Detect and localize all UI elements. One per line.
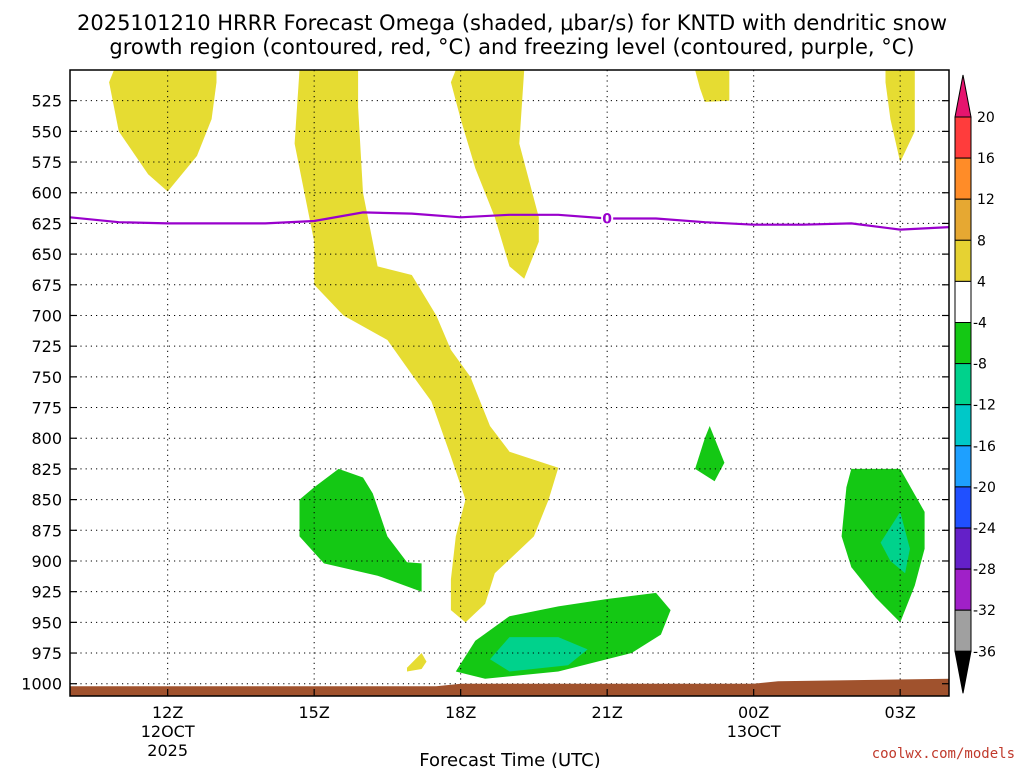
x-tick-date-00Z: 13OCT — [727, 722, 781, 741]
colorbar-swatch-3 — [954, 239, 972, 282]
colorbar-top-arrow — [954, 74, 972, 118]
colorbar-label-7: -12 — [973, 398, 996, 414]
y-tick-label-625: 625 — [31, 214, 62, 233]
y-tick-label-825: 825 — [31, 460, 62, 479]
colorbar-label-13: -36 — [973, 644, 996, 660]
omega-colorbar: 20 16 12 8 4 -4 -8 -12 -16 -20 -24 -28 -32 -36 — [954, 74, 996, 694]
x-tick-label-12Z: 12Z — [152, 703, 183, 722]
y-tick-label-675: 675 — [31, 276, 62, 295]
x-axis-label: Forecast Time (UTC) — [419, 750, 600, 768]
freezing-level-line — [69, 211, 950, 231]
y-axis-ticks: 525 550 575 600 625 650 675 700 725 750 775 800 825 8… — [21, 92, 949, 694]
colorbar-swatch-1 — [954, 157, 972, 200]
colorbar-label-12: -32 — [973, 603, 996, 619]
colorbar-label-11: -28 — [973, 562, 996, 578]
chart-title-line-1: 2025101210 HRRR Forecast Omega (shaded, … — [77, 11, 947, 35]
omega-region-rising-omega-center — [450, 70, 539, 279]
chart-title-line-2: growth region (contoured, red, °C) and f… — [109, 35, 914, 59]
omega-region-rising-omega-top-right — [695, 70, 730, 102]
colorbar-swatch-7 — [954, 404, 972, 447]
y-tick-label-925: 925 — [31, 583, 62, 602]
y-tick-label-850: 850 — [31, 491, 62, 510]
y-tick-label-1000: 1000 — [21, 675, 62, 694]
omega-region-rising-omega-far-right — [885, 70, 915, 163]
y-tick-label-600: 600 — [31, 184, 62, 203]
omega-region-rising-omega-main-band — [294, 70, 559, 623]
y-tick-label-650: 650 — [31, 245, 62, 264]
y-tick-label-750: 750 — [31, 368, 62, 387]
colorbar-swatch-9 — [954, 486, 972, 529]
omega-region-sinking-omega-bottom — [455, 592, 671, 679]
omega-shaded-regions — [109, 70, 925, 679]
colorbar-swatch-11 — [954, 568, 972, 611]
omega-region-sinking-omega-spike — [695, 426, 725, 482]
x-tick-label-18Z: 18Z — [445, 703, 476, 722]
omega-region-sinking-omega-bottom-core — [490, 637, 588, 672]
colorbar-label-9: -20 — [973, 480, 996, 496]
y-tick-label-900: 900 — [31, 552, 62, 571]
y-tick-label-550: 550 — [31, 122, 62, 141]
colorbar-swatch-0 — [954, 116, 972, 159]
freezing-level-label: 0 — [602, 212, 612, 228]
x-tick-label-15Z: 15Z — [299, 703, 330, 722]
y-tick-label-975: 975 — [31, 644, 62, 663]
colorbar-swatch-2 — [954, 198, 972, 241]
colorbar-label-5: -4 — [973, 316, 987, 332]
colorbar-bottom-arrow — [954, 650, 972, 694]
terrain — [70, 678, 949, 696]
y-tick-label-700: 700 — [31, 306, 62, 325]
colorbar-label-10: -24 — [973, 521, 996, 537]
credit-link[interactable]: coolwx.com/models — [872, 746, 1015, 762]
x-tick-label-00Z: 00Z — [738, 703, 769, 722]
y-tick-label-775: 775 — [31, 399, 62, 418]
freezing-level: 0 — [69, 210, 950, 231]
omega-region-rising-omega-small-blob — [407, 653, 427, 672]
y-tick-label-725: 725 — [31, 337, 62, 356]
colorbar-label-0: 20 — [977, 110, 995, 126]
omega-region-sinking-omega-right-core — [880, 511, 910, 574]
colorbar-swatch-12 — [954, 609, 972, 652]
x-tick-year-12Z: 2025 — [147, 741, 188, 760]
colorbar-swatch-6 — [954, 363, 972, 406]
y-tick-label-950: 950 — [31, 613, 62, 632]
colorbar-swatch-8 — [954, 445, 972, 488]
freezing-level-label-bg — [601, 210, 614, 226]
grid-lines — [70, 70, 949, 696]
colorbar-label-6: -8 — [973, 357, 987, 373]
x-tick-label-21Z: 21Z — [592, 703, 623, 722]
terrain-fill — [70, 678, 949, 696]
y-tick-label-875: 875 — [31, 521, 62, 540]
y-tick-label-575: 575 — [31, 153, 62, 172]
colorbar-label-4: 4 — [977, 274, 986, 290]
colorbar-swatch-4 — [954, 280, 972, 323]
y-tick-label-800: 800 — [31, 429, 62, 448]
colorbar-label-2: 12 — [977, 192, 995, 208]
colorbar-swatch-5 — [954, 322, 972, 365]
x-tick-date-12Z: 12OCT — [141, 722, 195, 741]
plot-frame — [69, 69, 950, 697]
colorbar-label-8: -16 — [973, 439, 996, 455]
colorbar-swatch-10 — [954, 527, 972, 570]
colorbar-label-1: 16 — [977, 151, 995, 167]
x-tick-label-03Z: 03Z — [885, 703, 916, 722]
omega-region-rising-omega-upper-left — [109, 70, 217, 192]
y-tick-label-525: 525 — [31, 92, 62, 111]
colorbar-label-3: 8 — [977, 233, 986, 249]
